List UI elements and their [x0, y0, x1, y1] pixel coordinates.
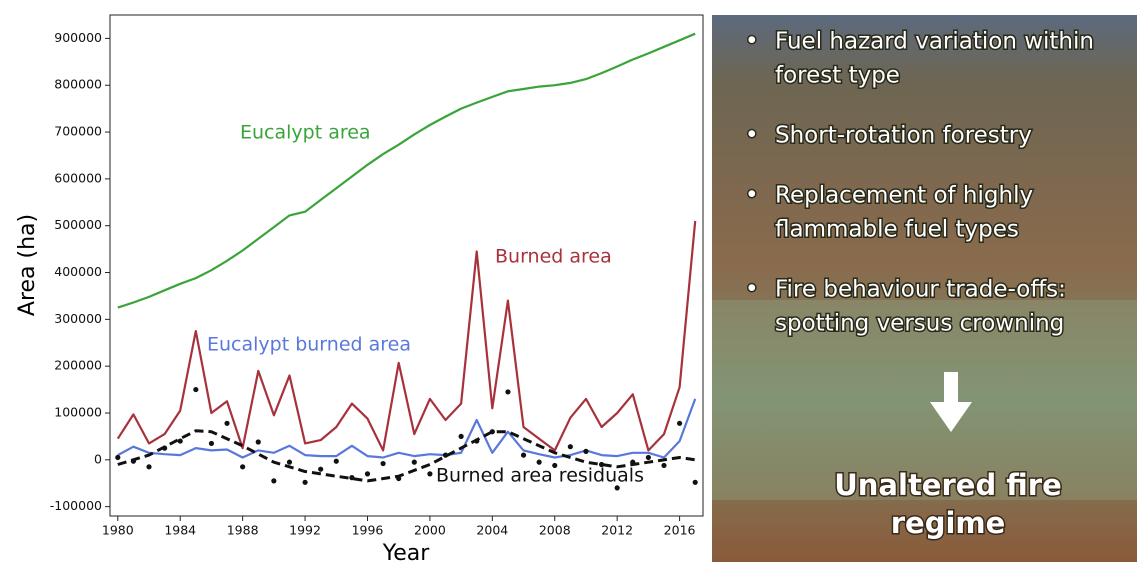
residual-point — [318, 467, 323, 472]
y-tick-label: -100000 — [50, 498, 102, 513]
bullet-dot: • — [745, 183, 759, 209]
residual-point — [115, 455, 120, 460]
page: Area (ha) Year -100000 0 100000 200000 30000… — [0, 0, 1137, 562]
y-axis-label: Area (ha) — [15, 214, 40, 316]
y-tick-label: 100000 — [54, 404, 102, 419]
bullet-text: Fuel hazard variation within — [775, 29, 1094, 55]
conclusion-text: regime — [891, 506, 1006, 540]
bullet-dot: • — [745, 29, 759, 55]
residual-point — [271, 478, 276, 483]
y-tick-label: 500000 — [54, 217, 102, 232]
bullet-text: Fire behaviour trade-offs: — [775, 277, 1066, 303]
residual-point — [521, 453, 526, 458]
x-tick-label: 1988 — [227, 523, 259, 538]
residual-point — [677, 421, 682, 426]
residual-point — [240, 464, 245, 469]
residual-point — [568, 444, 573, 449]
residual-point — [646, 455, 651, 460]
x-tick-label: 2016 — [664, 523, 696, 538]
y-tick-label: 300000 — [54, 311, 102, 326]
bullet-dot: • — [745, 123, 759, 149]
residual-point — [334, 459, 339, 464]
residual-point — [287, 460, 292, 465]
bullet-text: forest type — [775, 63, 900, 89]
y-tick-label: 800000 — [54, 77, 102, 92]
series-label: Eucalypt area — [240, 122, 371, 144]
series-label: Eucalypt burned area — [207, 334, 411, 356]
residual-point — [412, 460, 417, 465]
residual-point — [380, 461, 385, 466]
y-tick-label: 400000 — [54, 264, 102, 279]
conclusion-text: Unaltered fire — [834, 468, 1062, 502]
residual-point — [693, 480, 698, 485]
x-tick-label: 1980 — [102, 523, 134, 538]
y-tick-label: 900000 — [54, 30, 102, 45]
x-tick-label: 1992 — [289, 523, 321, 538]
residual-point — [505, 389, 510, 394]
bullet-text: flammable fuel types — [775, 217, 1019, 243]
bullet-text: spotting versus crowning — [775, 311, 1064, 337]
residual-point — [209, 441, 214, 446]
residual-point — [178, 438, 183, 443]
y-tick-label: 700000 — [54, 124, 102, 139]
y-tick-label: 0 — [94, 451, 102, 466]
y-tick-label: 200000 — [54, 358, 102, 373]
x-tick-label: 2008 — [539, 523, 571, 538]
residual-point — [661, 463, 666, 468]
y-tick-label: 600000 — [54, 170, 102, 185]
residual-point — [583, 449, 588, 454]
series-label: Burned area — [495, 246, 612, 268]
bullet-text: Short-rotation forestry — [775, 123, 1032, 149]
series-line — [118, 399, 695, 458]
bullet-dot: • — [745, 277, 759, 303]
x-tick-label: 1996 — [352, 523, 384, 538]
figure: Area (ha) Year -100000 0 100000 200000 30000… — [0, 0, 1137, 562]
series-label: Burned area residuals — [436, 465, 644, 487]
x-tick-label: 2012 — [601, 523, 633, 538]
bullet-text: Replacement of highly — [775, 183, 1033, 209]
residual-point — [224, 421, 229, 426]
x-tick-label: 2000 — [414, 523, 446, 538]
plot-frame — [110, 15, 703, 516]
x-tick-label: 2004 — [476, 523, 508, 538]
residual-point — [193, 387, 198, 392]
residual-point — [302, 480, 307, 485]
residual-point — [365, 471, 370, 476]
residual-point — [146, 464, 151, 469]
residual-point — [256, 439, 261, 444]
residual-point — [427, 471, 432, 476]
residual-point — [459, 434, 464, 439]
x-tick-label: 1984 — [164, 523, 196, 538]
x-axis-label: Year — [382, 541, 431, 562]
